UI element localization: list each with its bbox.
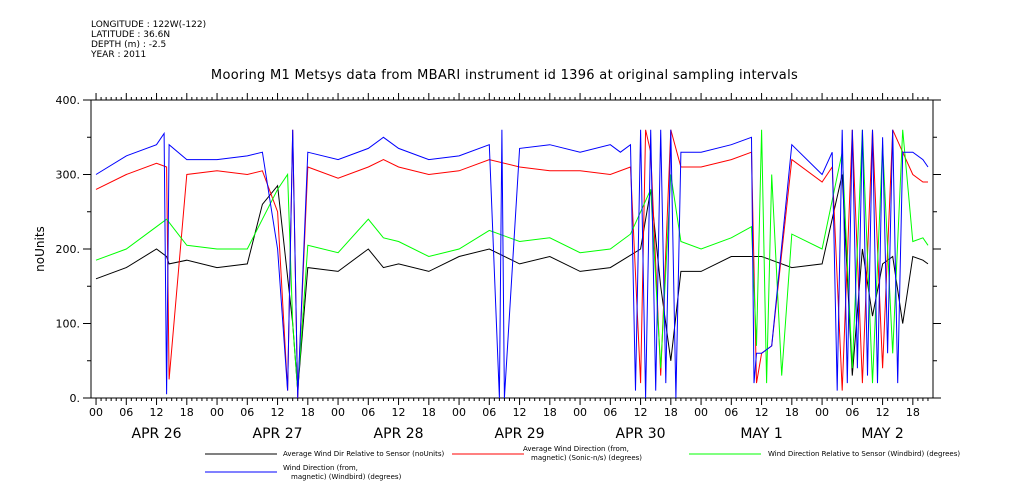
x-tick-label: 00 bbox=[331, 406, 345, 419]
year-text: YEAR : 2011 bbox=[91, 50, 147, 60]
series-line-3 bbox=[95, 129, 929, 391]
x-tick-label: 12 bbox=[513, 406, 527, 419]
x-tick-label: 00 bbox=[694, 406, 708, 419]
x-day-label: MAY 2 bbox=[861, 426, 903, 442]
series-line-2 bbox=[95, 129, 928, 399]
x-day-label: MAY 1 bbox=[740, 426, 782, 442]
x-tick-label: 18 bbox=[906, 406, 920, 419]
y-axis-title: noUnits bbox=[33, 226, 47, 272]
y-tick-label: 300. bbox=[56, 169, 81, 182]
x-day-label: APR 27 bbox=[253, 426, 303, 442]
x-day-label: APR 26 bbox=[132, 426, 182, 442]
legend-label-4-line2: magnetic) (Windbird) (degrees) bbox=[291, 473, 402, 481]
series-group bbox=[95, 129, 929, 399]
x-tick-label: 00 bbox=[89, 406, 103, 419]
chart-title: Mooring M1 Metsys data from MBARI instru… bbox=[210, 68, 799, 83]
x-tick-label: 18 bbox=[180, 406, 194, 419]
legend-group: Average Wind Dir Relative to Sensor (noU… bbox=[205, 445, 960, 481]
x-day-label: APR 28 bbox=[374, 426, 424, 442]
x-tick-label: 12 bbox=[271, 406, 285, 419]
series-line-1 bbox=[95, 174, 929, 391]
legend-label-2-line2: magnetic) (Sonic-n/s) (degrees) bbox=[531, 454, 642, 462]
x-tick-label: 18 bbox=[301, 406, 315, 419]
x-tick-label: 12 bbox=[876, 406, 890, 419]
legend-label-3: Wind Direction Relative to Sensor (Windb… bbox=[768, 450, 960, 458]
axes-group: 0. 100. 200. 300. 400. noUnits 00 06 12 18 00 06 12 1… bbox=[33, 93, 941, 442]
legend-label-2: Average Wind Direction (from, bbox=[523, 445, 629, 453]
x-tick-label: 06 bbox=[482, 406, 496, 419]
legend-label-4: Wind Direction (from, bbox=[283, 464, 358, 472]
x-tick-label: 00 bbox=[210, 406, 224, 419]
x-tick-label: 18 bbox=[543, 406, 557, 419]
x-tick-label: 06 bbox=[119, 406, 133, 419]
depth-text: DEPTH (m) : -2.5 bbox=[91, 40, 167, 50]
x-tick-label: 06 bbox=[361, 406, 375, 419]
x-tick-label: 12 bbox=[150, 406, 164, 419]
series-line-4 bbox=[95, 129, 929, 399]
x-tick-label: 12 bbox=[634, 406, 648, 419]
metadata-block: LONGITUDE : 122W(-122) LATITUDE : 36.6N … bbox=[91, 20, 206, 60]
x-tick-label: 06 bbox=[603, 406, 617, 419]
y-tick-label: 100. bbox=[56, 318, 81, 331]
y-tick-label: 0. bbox=[70, 392, 81, 405]
x-tick-label: 18 bbox=[422, 406, 436, 419]
y-tick-label: 200. bbox=[56, 243, 81, 256]
x-day-label: APR 29 bbox=[495, 426, 545, 442]
x-day-label: APR 30 bbox=[616, 426, 666, 442]
latitude-text: LATITUDE : 36.6N bbox=[91, 30, 171, 40]
x-tick-label: 06 bbox=[724, 406, 738, 419]
legend-label-1: Average Wind Dir Relative to Sensor (noU… bbox=[283, 450, 444, 458]
y-tick-label: 400. bbox=[56, 94, 81, 107]
x-tick-label: 18 bbox=[785, 406, 799, 419]
x-tick-label: 12 bbox=[392, 406, 406, 419]
x-tick-label: 06 bbox=[845, 406, 859, 419]
longitude-text: LONGITUDE : 122W(-122) bbox=[91, 20, 207, 30]
x-tick-label: 06 bbox=[240, 406, 254, 419]
x-tick-label: 00 bbox=[815, 406, 829, 419]
x-tick-label: 00 bbox=[452, 406, 466, 419]
x-tick-label: 12 bbox=[755, 406, 769, 419]
x-tick-label: 00 bbox=[573, 406, 587, 419]
x-tick-label: 18 bbox=[664, 406, 678, 419]
